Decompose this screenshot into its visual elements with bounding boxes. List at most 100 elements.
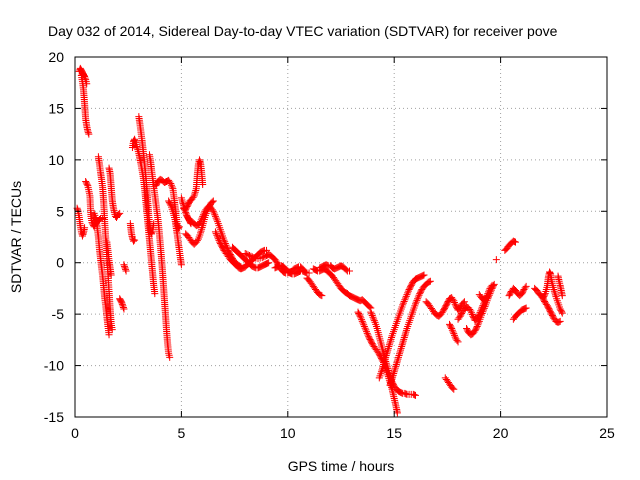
data-point [425,278,433,286]
data-point [385,370,393,378]
data-point [131,236,139,244]
data-point [454,338,462,346]
data-point [460,298,468,306]
data-point [400,334,408,342]
data-point [211,211,219,219]
data-point [370,317,378,325]
data-point [384,366,392,374]
data-point [385,341,393,349]
data-point [468,309,476,317]
data-point [401,332,409,340]
data-point [507,289,515,297]
data-point [399,337,407,345]
data-point [264,259,272,267]
data-point [190,192,198,200]
data-point [381,355,389,363]
data-point [395,352,403,360]
data-point [450,331,458,339]
data-point [391,366,399,374]
data-point [399,339,407,347]
data-point [402,292,410,300]
data-point [492,256,500,264]
data-point [420,271,428,279]
data-point [248,253,256,261]
data-point [360,322,368,330]
chart-title: Day 032 of 2014, Sidereal Day-to-day VTE… [48,23,558,39]
data-point [107,271,115,279]
data-point [417,287,425,295]
data-point [521,304,529,312]
data-point [403,291,411,299]
data-point [381,357,389,365]
data-point [450,298,458,306]
data-point [385,368,393,376]
data-point [392,362,400,370]
data-point [519,287,527,295]
data-point [458,309,466,317]
data-point [105,331,113,339]
data-point [195,219,203,227]
data-point [419,272,427,280]
data-point [448,325,456,333]
data-point [210,209,218,217]
data-point [399,299,407,307]
data-point [378,364,386,372]
data-point [78,232,86,240]
data-point [450,330,458,338]
data-point [374,349,382,357]
data-point [118,299,126,307]
data-point [402,328,410,336]
data-point [129,236,137,244]
data-point [122,265,130,273]
data-point [193,237,201,245]
data-point [450,297,458,305]
data-point [122,267,130,275]
data-point [393,357,401,365]
data-point [189,193,197,201]
data-point [81,74,89,82]
data-point [108,326,116,334]
data-point [490,280,498,288]
data-point [362,326,370,334]
data-point [404,289,412,297]
data-point [198,225,206,233]
data-point [209,207,217,215]
data-point [399,301,407,309]
data-point [390,370,398,378]
data-point [363,329,371,337]
data-point [131,137,139,145]
data-point [398,341,406,349]
data-point [369,313,377,321]
data-point [522,304,530,312]
data-point [208,198,216,206]
data-point [474,321,482,329]
data-point [380,359,388,367]
y-tick-label: -10 [44,358,64,374]
y-tick-label: 10 [48,152,64,168]
data-point [195,156,203,164]
data-point [130,237,138,245]
data-point [412,298,420,306]
data-point [401,330,409,338]
data-point [211,228,219,236]
data-point [410,391,418,399]
y-tick-label: 15 [48,100,64,116]
data-point [490,282,498,290]
data-point [355,311,363,319]
y-tick-label: 20 [48,49,64,65]
data-point [396,350,404,358]
data-point [84,129,92,137]
data-point [192,186,200,194]
data-point [83,180,91,188]
data-point [215,236,223,244]
data-point [480,304,488,312]
data-point [197,229,205,237]
data-point [522,282,530,290]
data-point [481,303,489,311]
data-point [219,245,227,253]
data-point [147,229,155,237]
data-point [551,291,559,299]
data-point [358,316,366,324]
data-point [475,319,483,327]
